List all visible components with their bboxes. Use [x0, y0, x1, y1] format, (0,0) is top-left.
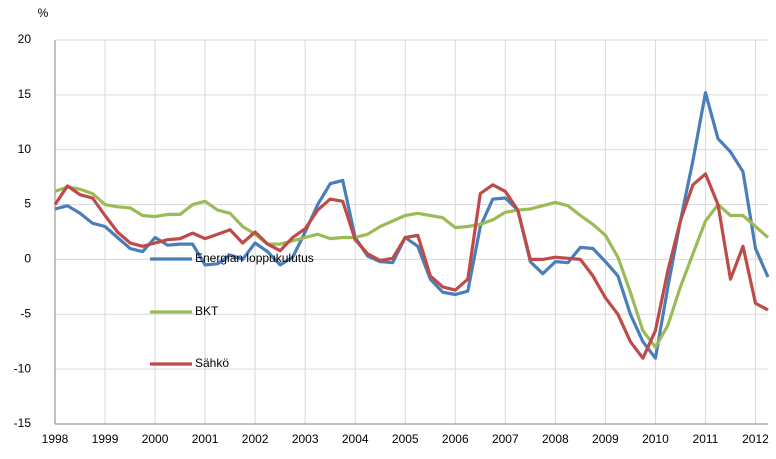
x-tick-label: 2003: [292, 432, 319, 446]
x-tick-label: 2006: [442, 432, 469, 446]
y-tick-label: 15: [18, 87, 32, 101]
y-axis-label: %: [38, 6, 49, 20]
x-tick-label: 1999: [92, 432, 119, 446]
y-tick-label: 20: [18, 32, 32, 46]
x-tick-label: 2008: [542, 432, 569, 446]
series-line: [54, 91, 770, 360]
x-tick-label: 2010: [642, 432, 669, 446]
y-tick-label: 0: [24, 252, 31, 266]
x-tick-label: 2009: [592, 432, 619, 446]
legend-label: Sähkö: [195, 356, 229, 370]
series-line: [53, 172, 769, 360]
x-tick-label: 2007: [492, 432, 519, 446]
x-tick-label: 2001: [192, 432, 219, 446]
x-tick-label: 2011: [693, 432, 719, 446]
x-tick-label: 2004: [342, 432, 369, 446]
x-tick-label: 2012: [742, 432, 769, 446]
y-tick-label: -10: [14, 361, 32, 375]
y-tick-label: -15: [14, 416, 32, 430]
y-tick-label: 5: [24, 197, 31, 211]
y-tick-label: -5: [20, 306, 31, 320]
legend-label: Energian loppukulutus: [195, 251, 314, 265]
y-tick-label: 10: [18, 142, 32, 156]
legend-label: BKT: [195, 304, 219, 318]
x-tick-label: 2000: [142, 432, 169, 446]
series-line: [54, 185, 770, 349]
x-tick-label: 1998: [42, 432, 69, 446]
x-tick-label: 2002: [242, 432, 269, 446]
x-tick-label: 2005: [392, 432, 419, 446]
